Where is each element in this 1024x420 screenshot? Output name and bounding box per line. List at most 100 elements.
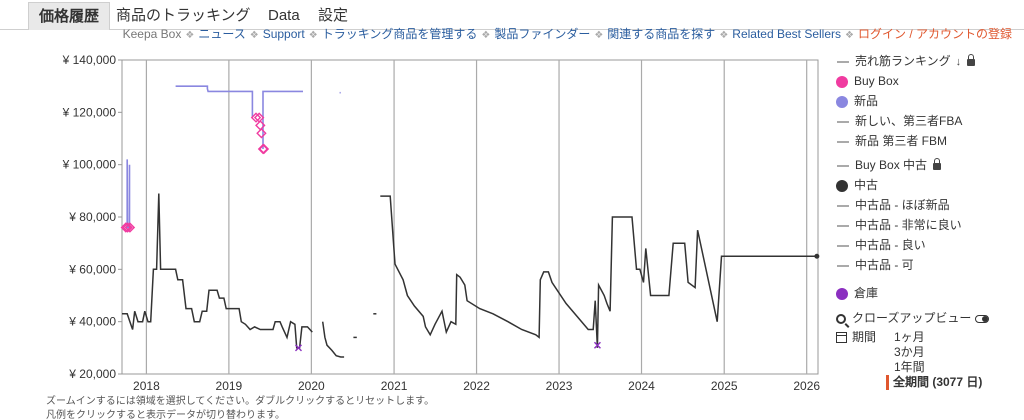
magnifier-icon [836,313,846,324]
period-option[interactable]: 1年間 [894,360,925,374]
legend-dash-icon [837,224,849,227]
x-tick-label: 2024 [628,379,655,393]
sort-icon[interactable]: ↓ [955,55,962,68]
closeup-view[interactable]: クローズアップビュー [836,310,990,326]
legend-dot-icon [836,95,848,108]
legend-item[interactable]: 売れ筋ランキング ↓ [836,52,976,70]
legend-dash-icon [837,204,849,207]
legend-item[interactable]: 中古 [836,176,878,194]
data-point [124,222,136,233]
data-point [122,222,133,233]
series-end-point [814,253,820,259]
x-tick-label: 2025 [711,379,738,393]
legend-dash-icon [837,60,849,63]
closeup-label: クローズアップビュー [852,311,972,325]
y-tick-label: ¥ 100,000 [62,158,117,172]
tab-product-tracking[interactable]: 商品のトラッキング [116,7,251,24]
related-products-link[interactable]: 関連する商品を探す [607,27,716,41]
legend-dot-icon [836,287,848,300]
legend-dash-icon [837,244,849,247]
legend-dot-icon [836,75,848,88]
data-point [256,128,267,139]
legend-dot-icon [836,179,848,192]
legend-item[interactable]: 中古品 - 良い [836,236,926,254]
legend-label: 売れ筋ランキング [855,54,951,68]
y-tick-label: ¥ 60,000 [68,262,116,276]
period-selector: 期間 1ヶ月 3か月 1年間 全期間 (3077 日) [836,330,982,390]
links-bar: Keepa Box ❖ ニュース ❖ Support ❖ トラッキング商品を管理する ❖ 製品フ… [123,26,1012,42]
x-tick-label: 2020 [298,379,325,393]
related-bestsellers-link[interactable]: Related Best Sellers [732,27,842,41]
lock-icon [967,54,976,66]
tab-settings[interactable]: 設定 [318,7,349,24]
series-line [175,85,254,118]
period-option[interactable]: 1ヶ月 [894,330,925,344]
support-link[interactable]: Support [262,27,305,41]
x-tick-label: 2022 [463,379,490,393]
legend-dash-icon [837,120,849,123]
diamond-icon: ❖ [308,30,318,41]
legend-label: 新品 第三者 FBM [855,134,947,148]
legend-dash-icon [837,140,849,143]
data-point [258,143,270,155]
legend-item[interactable]: 中古品 - 可 [836,256,914,274]
legend-label: 中古品 - 良い [855,238,926,252]
legend-item[interactable]: Buy Box [836,72,899,90]
period-option[interactable]: 3か月 [894,345,925,359]
diamond-icon: ❖ [249,30,259,41]
price-history-chart[interactable]: ¥ 20,000 ¥ 40,000 ¥ 60,000 ¥ 80,000 ¥ 100,00… [0,40,830,398]
tab-bar: 価格履歴 商品のトラッキング Data 設定 [0,0,1024,30]
series-line [380,195,817,348]
legend-hint: 凡例をクリックすると表示データが切り替わります。 [46,410,285,420]
diamond-icon: ❖ [185,30,195,41]
x-tick-label: 2019 [216,379,243,393]
legend-label: Buy Box [854,74,899,88]
lock-icon [933,158,942,170]
x-tick-label: 2023 [546,379,573,393]
legend-label: 新品 [854,94,879,108]
legend-dash-icon [837,264,849,267]
legend-item[interactable]: Buy Box 中古 [836,156,942,174]
x-tick-label: 2026 [793,379,820,393]
data-point [250,112,262,123]
legend-item[interactable]: 倉庫 [836,284,878,302]
legend-item[interactable]: 中古品 - ほぼ新品 [836,196,950,214]
period-label: 期間 [852,330,877,344]
series-line [122,193,313,349]
y-tick-label: ¥ 80,000 [68,210,116,224]
data-point [593,341,601,349]
data-point [255,120,266,131]
period-option[interactable]: 全期間 (3077 日) [886,375,982,390]
diamond-icon: ❖ [481,30,491,41]
legend-label: 中古品 - 非常に良い [855,218,962,232]
manage-tracking-link[interactable]: トラッキング商品を管理する [321,27,478,41]
diamond-icon: ❖ [719,30,729,41]
series-line [262,90,303,149]
diamond-icon: ❖ [594,30,604,41]
y-tick-label: ¥ 40,000 [68,315,116,329]
x-tick-label: 2018 [133,379,160,393]
keepa-box-label: Keepa Box [122,27,182,41]
y-tick-label: ¥ 120,000 [62,105,117,119]
data-point [294,344,302,352]
legend-item[interactable]: 中古品 - 非常に良い [836,216,962,234]
data-point [253,112,265,123]
x-tick-label: 2021 [381,379,408,393]
y-tick-label: ¥ 140,000 [62,53,117,67]
y-tick-label: ¥ 20,000 [68,367,116,381]
legend-item[interactable]: 新品 [836,92,878,110]
plot-area [121,59,819,375]
toggle-icon[interactable] [975,314,990,323]
news-link[interactable]: ニュース [198,27,246,41]
login-link[interactable]: ログイン / アカウントの登録 [857,27,1012,41]
tab-price-history[interactable]: 価格履歴 [28,2,111,30]
series-line [126,159,131,229]
legend-dash-icon [837,164,849,167]
series-line [321,321,345,358]
product-finder-link[interactable]: 製品ファインダー [494,27,591,41]
legend-item[interactable]: 新しい、第三者FBA [836,112,962,130]
legend-item[interactable]: 新品 第三者 FBM [836,132,947,150]
legend-label: 中古品 - ほぼ新品 [855,198,950,212]
tab-data[interactable]: Data [268,7,300,24]
legend-label: 中古 [854,178,879,192]
